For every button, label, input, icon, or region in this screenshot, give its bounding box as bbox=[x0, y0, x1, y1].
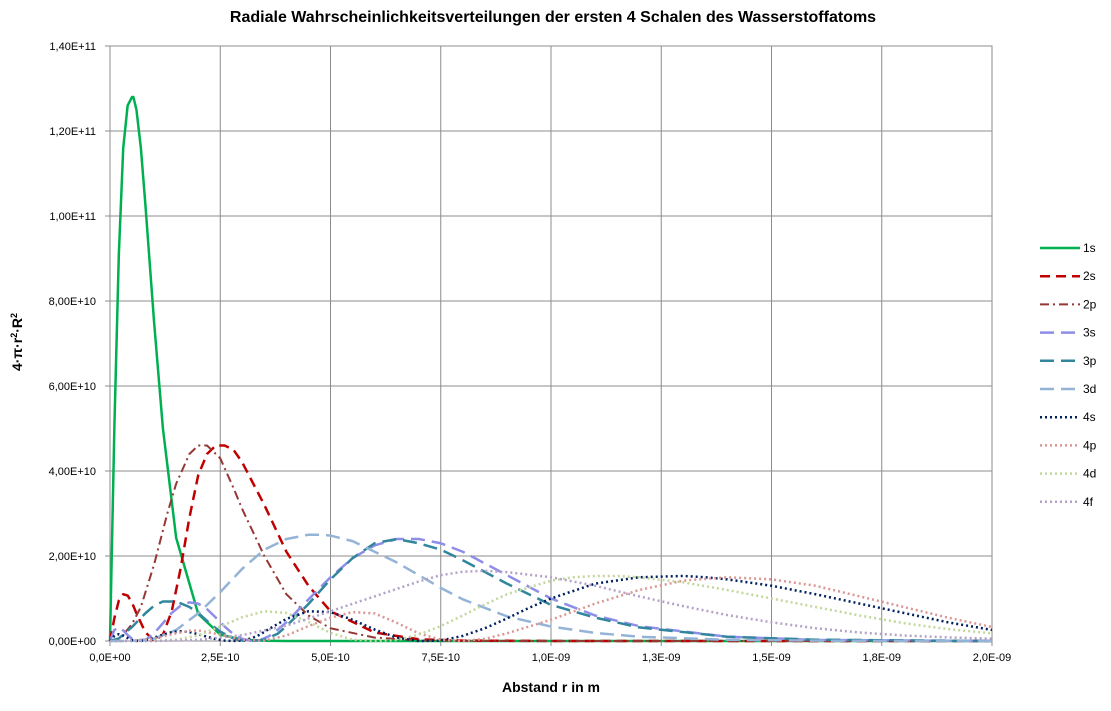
legend-label-4p: 4p bbox=[1083, 438, 1097, 452]
grid bbox=[109, 45, 993, 642]
y-tick-label: 1,00E+11 bbox=[49, 211, 96, 223]
x-tick-label: 1,0E-09 bbox=[532, 652, 571, 664]
y-tick-label: 4,00E+10 bbox=[49, 466, 96, 478]
legend-label-3s: 3s bbox=[1083, 326, 1096, 340]
x-tick-label: 1,8E-09 bbox=[862, 652, 901, 664]
y-axis-title: 4·π·r2·R2 bbox=[9, 313, 25, 371]
series-line-3p bbox=[109, 537, 993, 643]
x-tick-label: 1,3E-09 bbox=[642, 652, 681, 664]
y-axis-ticks: 0,00E+00 2,00E+10 4,00E+10 6,00E+10 8,00E+10… bbox=[49, 41, 110, 648]
y-tick-label: 0,00E+00 bbox=[49, 636, 96, 648]
series-line-2p bbox=[109, 444, 992, 642]
series-line-4f bbox=[109, 569, 993, 643]
series-lines bbox=[108, 95, 993, 643]
series-line-3d bbox=[109, 533, 993, 643]
series-line-3s bbox=[108, 537, 993, 643]
legend-label-4s: 4s bbox=[1083, 410, 1096, 424]
x-tick-label: 7,5E-10 bbox=[421, 652, 460, 664]
legend-label-1s: 1s bbox=[1083, 241, 1096, 255]
series-line-4d bbox=[109, 574, 993, 643]
legend-label-2p: 2p bbox=[1083, 297, 1097, 311]
x-axis-title: Abstand r in m bbox=[502, 679, 600, 695]
y-axis-title-part: 4·π·r bbox=[9, 337, 25, 371]
legend-label-3p: 3p bbox=[1083, 354, 1097, 368]
y-axis-title-part: ·R bbox=[9, 318, 25, 333]
legend-label-4f: 4f bbox=[1083, 495, 1094, 509]
y-axis-title-superscript: 2 bbox=[9, 333, 19, 338]
series-line-2s bbox=[108, 444, 992, 643]
x-tick-label: 5,0E-10 bbox=[311, 652, 350, 664]
legend-label-4d: 4d bbox=[1083, 467, 1096, 481]
x-tick-label: 0,0E+00 bbox=[89, 652, 130, 664]
series-line-1s bbox=[108, 95, 992, 643]
x-tick-label: 1,5E-09 bbox=[752, 652, 791, 664]
x-tick-label: 2,5E-10 bbox=[201, 652, 240, 664]
y-axis-title-superscript: 2 bbox=[9, 313, 19, 318]
y-tick-label: 1,40E+11 bbox=[49, 41, 96, 53]
y-tick-label: 6,00E+10 bbox=[49, 381, 96, 393]
y-tick-label: 2,00E+10 bbox=[49, 551, 96, 563]
chart-title: Radiale Wahrscheinlichkeitsverteilungen … bbox=[230, 9, 876, 26]
legend-label-3d: 3d bbox=[1083, 382, 1096, 396]
legend-label-2s: 2s bbox=[1083, 269, 1096, 283]
x-tick-label: 2,0E-09 bbox=[973, 652, 1012, 664]
legend: 1s 2s 2p 3s 3p 3d 4s 4p 4d 4f bbox=[1040, 241, 1097, 509]
y-tick-label: 8,00E+10 bbox=[49, 296, 96, 308]
y-tick-label: 1,20E+11 bbox=[49, 126, 96, 138]
x-axis-ticks: 0,0E+00 2,5E-10 5,0E-10 7,5E-10 1,0E-09 1,3E-… bbox=[89, 641, 1011, 664]
